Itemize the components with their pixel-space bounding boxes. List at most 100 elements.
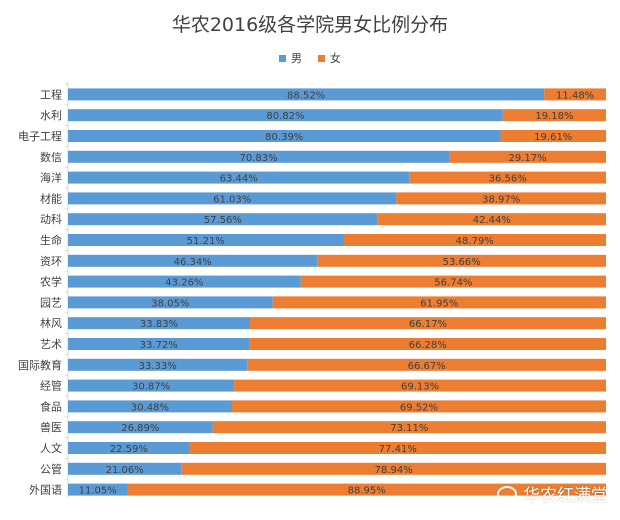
data-label-female: 66.17% xyxy=(409,319,447,330)
data-label-male: 80.39% xyxy=(265,132,303,143)
y-tick-label: 数信 xyxy=(40,151,62,164)
bar-female xyxy=(449,150,606,163)
y-tick-label: 外国语 xyxy=(29,484,62,497)
data-label-female: 38.97% xyxy=(482,194,520,205)
bar-male xyxy=(68,88,545,101)
bar-female xyxy=(500,130,606,142)
data-label-female: 11.48% xyxy=(556,90,594,101)
bar-female xyxy=(234,379,606,392)
legend-swatch-male xyxy=(279,54,286,62)
y-tick-label: 兽医 xyxy=(40,420,62,434)
y-tick-label: 生命 xyxy=(40,233,62,247)
data-label-female: 73.11% xyxy=(390,423,428,434)
bar-female xyxy=(396,192,606,205)
y-tick-label: 水利 xyxy=(40,109,62,122)
data-label-male: 70.83% xyxy=(239,153,277,164)
bar-female xyxy=(249,338,606,350)
bar-female xyxy=(300,275,606,288)
bar-female xyxy=(127,483,606,496)
bar-male xyxy=(68,421,213,434)
legend-label-female: 女 xyxy=(330,52,341,65)
legend-item-female: 女 xyxy=(318,50,341,66)
data-label-male: 11.05% xyxy=(79,486,117,497)
data-label-female: 48.79% xyxy=(456,236,494,247)
data-label-male: 38.05% xyxy=(151,298,189,309)
bar-female xyxy=(189,442,607,454)
y-tick-label: 食品 xyxy=(40,399,62,413)
chart-title: 华农2016级各学院男女比例分布 xyxy=(171,14,449,36)
y-tick-label: 电子工程 xyxy=(18,130,62,143)
bar-male xyxy=(68,442,190,454)
y-tick-label: 人文 xyxy=(40,441,62,455)
y-tick-label: 艺术 xyxy=(40,338,62,351)
legend-label-male: 男 xyxy=(291,52,302,65)
data-label-male: 51.21% xyxy=(187,236,225,247)
bar-female xyxy=(247,358,606,371)
data-label-male: 80.82% xyxy=(266,111,304,122)
data-label-male: 43.26% xyxy=(165,278,203,289)
watermark: 华农红满堂 xyxy=(497,481,608,506)
bar-female xyxy=(317,254,606,267)
data-label-female: 19.18% xyxy=(535,111,573,122)
data-label-female: 42.44% xyxy=(473,215,511,226)
bar-male xyxy=(68,192,397,205)
bar-male xyxy=(68,358,248,371)
data-label-male: 33.72% xyxy=(140,340,178,351)
y-tick-label: 国际教育 xyxy=(18,358,62,372)
y-tick-label: 工程 xyxy=(40,88,62,101)
bar-female xyxy=(409,171,606,184)
data-label-female: 66.67% xyxy=(408,361,446,372)
bar-female xyxy=(250,317,606,330)
y-tick-label: 农学 xyxy=(40,275,62,289)
bar-female xyxy=(272,296,606,309)
data-label-male: 33.83% xyxy=(140,319,178,330)
data-label-female: 61.95% xyxy=(420,298,458,309)
bar-male xyxy=(68,130,501,142)
y-tick-label: 资环 xyxy=(40,255,62,268)
data-label-female: 77.41% xyxy=(379,444,417,455)
data-label-male: 57.56% xyxy=(204,215,242,226)
y-tick-label: 公管 xyxy=(40,462,62,476)
bar-male xyxy=(68,296,273,309)
bar-female xyxy=(377,213,606,226)
bar-male xyxy=(68,254,318,267)
bar-male xyxy=(68,400,232,413)
data-label-male: 30.87% xyxy=(132,382,170,393)
chart-legend: 男 女 xyxy=(0,50,620,66)
wechat-icon xyxy=(497,485,517,502)
bar-male xyxy=(68,483,128,496)
data-label-male: 63.44% xyxy=(220,174,258,185)
y-tick-label: 经管 xyxy=(40,379,62,393)
bar-female xyxy=(343,234,606,246)
data-label-male: 61.03% xyxy=(213,194,251,205)
bar-male xyxy=(68,379,235,392)
bar-female xyxy=(231,400,606,413)
bar-male xyxy=(68,109,503,122)
data-label-female: 69.13% xyxy=(401,382,439,393)
watermark-text: 华农红满堂 xyxy=(523,486,608,506)
data-label-female: 36.56% xyxy=(489,174,527,185)
legend-item-male: 男 xyxy=(279,50,302,66)
y-tick-label: 林风 xyxy=(40,316,62,330)
bar-male xyxy=(68,275,301,288)
bar-female xyxy=(502,109,606,122)
y-tick-label: 动科 xyxy=(40,212,62,226)
data-label-male: 22.59% xyxy=(110,444,148,455)
data-label-female: 78.94% xyxy=(375,465,413,476)
data-label-male: 26.89% xyxy=(121,423,159,434)
bar-male xyxy=(68,150,450,163)
bar-male xyxy=(68,338,250,350)
data-label-female: 19.61% xyxy=(534,132,572,143)
bar-male xyxy=(68,171,410,184)
bar-male xyxy=(68,234,344,246)
data-label-male: 30.48% xyxy=(131,402,169,413)
bar-female xyxy=(212,421,606,434)
bar-male xyxy=(68,462,182,475)
data-label-male: 46.34% xyxy=(174,257,212,268)
data-label-female: 53.66% xyxy=(443,257,481,268)
data-label-female: 66.28% xyxy=(409,340,447,351)
y-tick-label: 园艺 xyxy=(40,296,62,309)
legend-swatch-female xyxy=(318,54,325,62)
data-label-female: 56.74% xyxy=(434,278,472,289)
